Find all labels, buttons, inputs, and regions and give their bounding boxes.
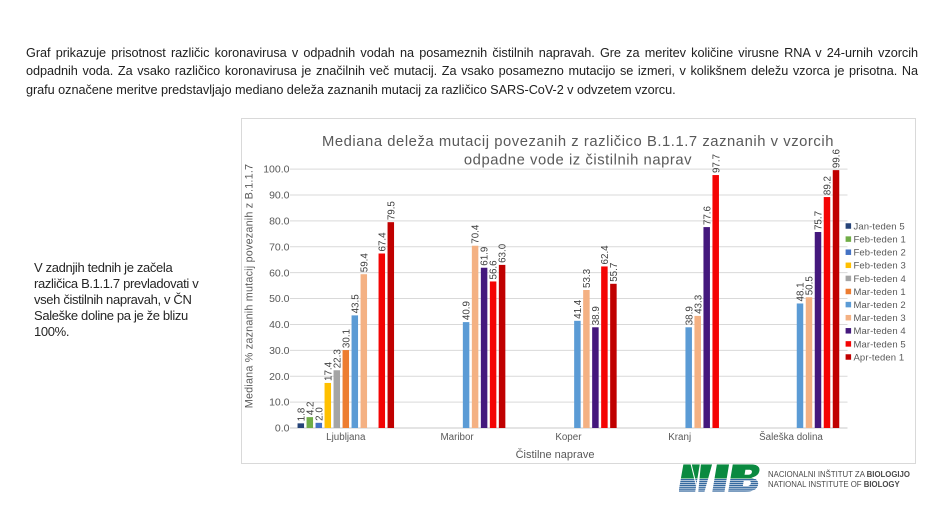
svg-text:odpadne vode iz čistilnih napr: odpadne vode iz čistilnih naprav (464, 153, 692, 169)
svg-text:1.8: 1.8 (296, 407, 307, 421)
svg-text:89.2: 89.2 (823, 176, 834, 195)
svg-text:79.5: 79.5 (386, 201, 397, 221)
svg-text:63.0: 63.0 (498, 243, 509, 263)
svg-text:41.4: 41.4 (573, 299, 584, 319)
svg-text:80.0: 80.0 (269, 215, 290, 227)
svg-text:38.9: 38.9 (684, 306, 695, 325)
svg-text:61.9: 61.9 (480, 247, 491, 266)
svg-text:75.7: 75.7 (814, 211, 825, 230)
svg-text:17.4: 17.4 (323, 361, 334, 381)
svg-text:43.5: 43.5 (350, 294, 361, 314)
svg-text:20.0: 20.0 (269, 371, 290, 383)
svg-text:Kranj: Kranj (668, 432, 691, 443)
svg-text:Apr-teden 1: Apr-teden 1 (854, 352, 905, 363)
svg-text:43.3: 43.3 (693, 294, 704, 314)
svg-text:Feb-teden 1: Feb-teden 1 (854, 235, 906, 246)
svg-text:Čistilne naprave: Čistilne naprave (516, 448, 595, 461)
svg-text:Mar-teden 4: Mar-teden 4 (854, 326, 906, 337)
svg-text:99.6: 99.6 (832, 149, 843, 169)
svg-text:90.0: 90.0 (269, 190, 290, 202)
svg-text:Jan-teden 5: Jan-teden 5 (854, 221, 905, 232)
svg-text:Mar-teden 5: Mar-teden 5 (854, 339, 906, 350)
svg-text:97.7: 97.7 (711, 154, 722, 173)
svg-text:Koper: Koper (555, 432, 582, 443)
svg-text:56.6: 56.6 (489, 260, 500, 280)
svg-text:48.1: 48.1 (796, 282, 807, 301)
svg-text:53.3: 53.3 (582, 268, 593, 288)
svg-text:Ljubljana: Ljubljana (326, 432, 366, 443)
svg-text:60.0: 60.0 (269, 267, 290, 279)
svg-text:62.4: 62.4 (600, 245, 611, 265)
svg-text:Mediana deleža mutacij povezan: Mediana deleža mutacij povezanih z razli… (322, 134, 834, 150)
svg-text:59.4: 59.4 (359, 253, 370, 273)
svg-text:40.9: 40.9 (462, 301, 473, 320)
svg-text:55.7: 55.7 (609, 263, 620, 282)
svg-text:50.5: 50.5 (805, 276, 816, 296)
svg-text:0.0: 0.0 (275, 423, 290, 435)
svg-text:30.1: 30.1 (341, 329, 352, 348)
svg-text:Feb-teden 2: Feb-teden 2 (854, 248, 906, 259)
svg-text:Maribor: Maribor (440, 432, 474, 443)
svg-text:50.0: 50.0 (269, 293, 290, 305)
svg-text:Mar-teden 2: Mar-teden 2 (854, 300, 906, 311)
svg-text:2.0: 2.0 (314, 407, 325, 421)
svg-text:70.4: 70.4 (471, 224, 482, 244)
svg-text:77.6: 77.6 (702, 205, 713, 225)
svg-text:4.2: 4.2 (305, 402, 316, 416)
svg-text:100.0: 100.0 (263, 164, 289, 176)
svg-text:67.4: 67.4 (377, 232, 388, 252)
svg-text:40.0: 40.0 (269, 319, 290, 331)
svg-text:22.3: 22.3 (332, 349, 343, 369)
svg-text:70.0: 70.0 (269, 241, 290, 253)
svg-text:Mar-teden 1: Mar-teden 1 (854, 287, 906, 298)
svg-text:Mar-teden 3: Mar-teden 3 (854, 313, 906, 324)
svg-text:Feb-teden 4: Feb-teden 4 (854, 274, 906, 285)
svg-text:30.0: 30.0 (269, 345, 290, 357)
svg-text:Feb-teden 3: Feb-teden 3 (854, 261, 906, 272)
svg-text:Šaleška dolina: Šaleška dolina (759, 432, 823, 443)
svg-text:Mediana % zaznanih mutacij pov: Mediana % zaznanih mutacij povezanih z B… (244, 164, 256, 408)
svg-text:10.0: 10.0 (269, 397, 290, 409)
svg-text:38.9: 38.9 (591, 306, 602, 325)
